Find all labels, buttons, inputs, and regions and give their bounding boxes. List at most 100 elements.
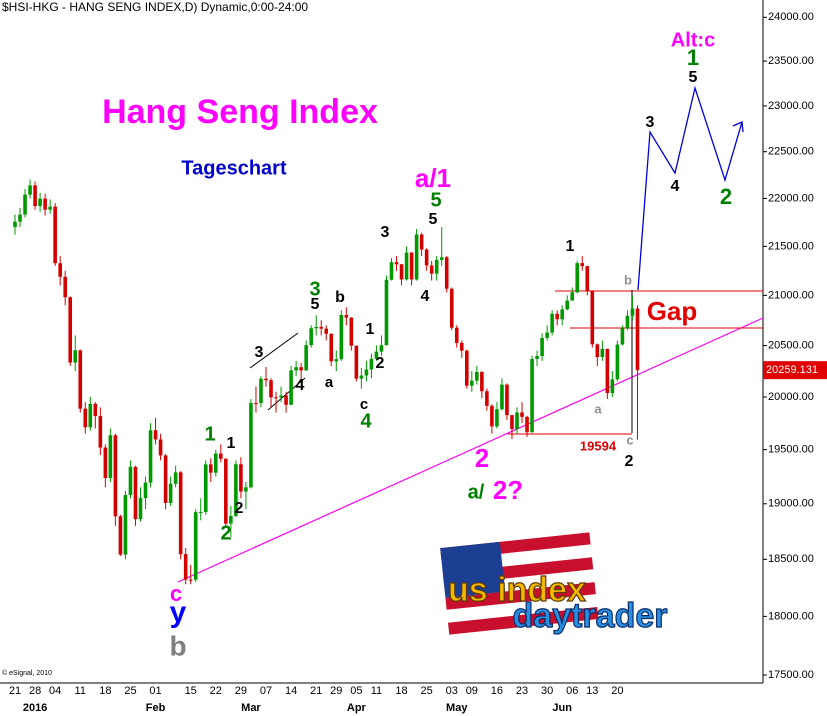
wave-label: Alt:c	[671, 29, 715, 51]
y-tick-label: 18000.00	[768, 610, 814, 622]
candle-body	[289, 370, 293, 405]
wave-label: y	[170, 596, 187, 629]
wave-label: 5	[311, 296, 320, 313]
candle-body	[495, 409, 499, 427]
candle-body	[173, 472, 178, 484]
candle-body	[188, 579, 193, 581]
candle-body	[334, 359, 339, 362]
wave-label: 3	[255, 344, 264, 361]
candle-body	[520, 412, 524, 417]
wave-label: 4	[360, 410, 372, 432]
candle-body	[459, 342, 464, 351]
x-tick-label: 06	[566, 685, 578, 697]
candle-body	[193, 512, 198, 580]
candle-body	[219, 453, 223, 459]
candle-body	[389, 262, 394, 280]
candle-body	[605, 348, 610, 394]
candle-body	[208, 464, 213, 473]
candle-body	[143, 482, 148, 499]
candle-body	[138, 498, 143, 520]
wave-label: a/1	[415, 163, 451, 193]
logo-text: daytrader	[513, 597, 668, 635]
candle-body	[485, 391, 489, 406]
candle-body	[224, 458, 228, 524]
wave-label: 2	[475, 443, 489, 473]
candle-body	[550, 313, 554, 333]
candle-body	[123, 495, 128, 555]
last-price-box	[763, 361, 827, 380]
candle-body	[178, 472, 183, 555]
candle-body	[409, 252, 414, 280]
x-tick-label: 22	[210, 685, 222, 697]
month-label: 2016	[23, 702, 47, 714]
x-tick-label: 15	[185, 685, 197, 697]
candle-body	[329, 333, 334, 362]
candle-body	[304, 345, 308, 371]
y-tick-label: 20500.00	[768, 339, 814, 351]
candle-body	[158, 439, 163, 456]
candle-body	[480, 371, 484, 392]
candle-body	[83, 408, 88, 428]
copyright: © eSignal, 2010	[2, 669, 52, 677]
y-tick-label: 18500.00	[768, 553, 814, 565]
candle-body	[404, 252, 409, 280]
candle-body	[505, 384, 509, 416]
x-tick-label: 21	[310, 685, 322, 697]
month-label: Mar	[241, 702, 261, 714]
candle-body	[535, 355, 539, 359]
wave-label: b	[169, 630, 186, 661]
candle-body	[214, 453, 218, 473]
x-tick-label: 16	[491, 685, 503, 697]
candle-body	[369, 358, 374, 370]
flag-stripe	[445, 582, 596, 610]
y-tick-label: 19500.00	[768, 444, 814, 456]
candle-body	[515, 412, 519, 430]
candle-body	[93, 403, 98, 417]
candle-body	[570, 292, 575, 301]
candle-body	[635, 308, 640, 371]
month-label: May	[446, 702, 468, 714]
y-tick-label: 23000.00	[768, 100, 814, 112]
candle-body	[339, 314, 344, 360]
candle-body	[424, 249, 429, 266]
x-tick-label: 25	[124, 685, 136, 697]
candle-body	[379, 345, 384, 352]
candle-body	[399, 264, 404, 280]
candle-body	[560, 309, 564, 320]
x-tick-label: 13	[586, 685, 598, 697]
candle-body	[580, 263, 585, 267]
x-tick-label: 05	[350, 685, 362, 697]
x-tick-label: 21	[9, 685, 21, 697]
candle-body	[394, 262, 399, 265]
wave-label: 3	[309, 278, 320, 300]
candle-body	[203, 464, 208, 513]
y-tick-label: 19000.00	[768, 498, 814, 510]
candle-body	[254, 403, 258, 405]
candle-body	[58, 263, 62, 277]
wave-label: a/	[468, 481, 485, 503]
candle-body	[229, 515, 233, 524]
candle-body	[575, 263, 580, 293]
wave-label: 1	[566, 238, 575, 255]
candle-body	[314, 326, 318, 329]
candle-body	[344, 314, 349, 318]
month-label: Apr	[347, 702, 367, 714]
candle-body	[384, 279, 389, 346]
candle-body	[490, 405, 494, 427]
candle-body	[359, 375, 364, 379]
candle-body	[269, 380, 273, 398]
candle-body	[540, 337, 544, 356]
x-tick-label: 30	[541, 685, 553, 697]
candle-body	[68, 297, 73, 363]
wave-label: 2?	[493, 475, 523, 505]
candle-body	[48, 206, 52, 210]
logo-text: us index	[448, 571, 586, 609]
y-tick-label: 24000.00	[768, 11, 814, 23]
heading: Hang Seng Index	[102, 93, 378, 131]
channel-line	[249, 332, 299, 369]
candle-body	[98, 416, 103, 448]
month-label: Feb	[146, 702, 166, 714]
wave-label: c	[170, 581, 182, 606]
wave-label: 4	[296, 377, 305, 394]
